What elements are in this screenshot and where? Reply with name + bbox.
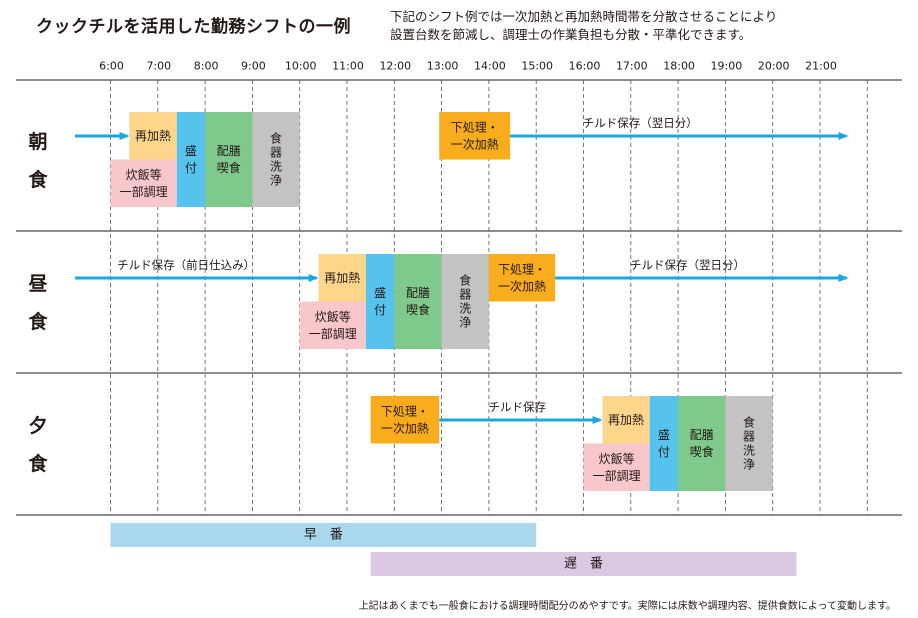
plate-task-label: 付 (374, 303, 386, 317)
reheat-task-box (129, 112, 177, 160)
serve-task-label: 配膳 (690, 427, 714, 442)
subtitle-line-1: 下記のシフト例では一次加熱と再加熱時間帯を分散させることにより (390, 9, 778, 24)
reheat-task-label: 再加熱 (608, 413, 644, 427)
late-shift-label: 遅 番 (564, 557, 603, 572)
meal-label-char: 朝 (28, 131, 47, 153)
rows-layer: 朝食チルド保存（翌日分）再加熱炊飯等一部調理盛付配膳喫食食器洗浄下処理・一次加熱… (28, 112, 849, 491)
shifts-layer: 早 番遅 番 (110, 523, 797, 576)
time-tick-label: 7:00 (146, 60, 171, 73)
meal-label-char: 夕 (28, 414, 47, 437)
rice-task-label: 炊飯等 (599, 451, 635, 466)
time-tick-label: 6:00 (99, 60, 124, 73)
rice-task-label: 一部調理 (120, 184, 168, 199)
rice-task-box (110, 159, 177, 207)
time-tick-label: 16:00 (569, 60, 601, 73)
wash-task-label: 食 (743, 415, 755, 430)
footer-note: 上記はあくまでも一般食における調理時間配分のめやすです。実際には床数や調理内容、… (358, 601, 896, 612)
time-tick-label: 13:00 (427, 60, 459, 73)
wash-task-box (441, 254, 489, 349)
meal-label-char: 食 (28, 452, 48, 475)
wash-task-label: 浄 (743, 458, 755, 472)
wash-task-label: 器 (743, 430, 755, 444)
subtitle: 下記のシフト例では一次加熱と再加熱時間帯を分散させることにより 設置台数を節減し… (390, 8, 777, 44)
chilled-storage-label: チルド保存 (489, 400, 547, 414)
wash-task-label: 器 (270, 146, 282, 160)
chilled-storage-label: チルド保存（前日仕込み） (117, 258, 255, 272)
wash-task-label: 器 (459, 288, 471, 302)
rice-task-label: 一部調理 (593, 468, 641, 483)
time-tick-label: 8:00 (194, 60, 219, 73)
wash-task-box (725, 396, 773, 491)
time-tick-label: 18:00 (663, 60, 695, 73)
wash-task-label: 洗 (459, 302, 471, 316)
wash-task-box (252, 112, 300, 207)
serve-task-label: 配膳 (406, 285, 430, 300)
meal-label-char: 食 (28, 310, 48, 333)
wash-task-label: 洗 (270, 160, 282, 174)
prep-task-label: 一次加熱 (451, 137, 499, 151)
wash-task-label: 洗 (743, 444, 755, 458)
chilled-storage-label: チルド保存（翌日分） (630, 258, 745, 272)
serve-task-label: 喫食 (690, 444, 714, 459)
wash-task-label: 浄 (270, 174, 282, 188)
prep-task-label: 下処理・ (498, 262, 546, 276)
serve-task-label: 喫食 (217, 160, 241, 175)
plate-task-box (365, 254, 395, 349)
time-tick-label: 19:00 (711, 60, 743, 73)
serve-task-label: 喫食 (406, 302, 430, 317)
rice-task-label: 炊飯等 (126, 167, 162, 182)
plate-task-label: 付 (658, 445, 670, 459)
wash-task-label: 浄 (459, 316, 471, 330)
plate-task-label: 盛 (185, 143, 197, 158)
wash-task-label: 食 (459, 273, 471, 288)
reheat-task-label: 再加熱 (324, 271, 360, 285)
serve-task-label: 配膳 (217, 143, 241, 158)
time-tick-label: 17:00 (616, 60, 648, 73)
plate-task-label: 付 (185, 161, 197, 175)
rice-task-label: 一部調理 (309, 326, 357, 341)
time-tick-label: 15:00 (521, 60, 553, 73)
time-tick-label: 12:00 (379, 60, 411, 73)
time-tick-label: 10:00 (285, 60, 317, 73)
rice-task-label: 炊飯等 (315, 309, 351, 324)
plate-task-box (176, 112, 206, 207)
prep-task-box (488, 254, 556, 302)
reheat-task-label: 再加熱 (135, 129, 171, 143)
meal-label-char: 食 (28, 168, 48, 191)
plate-task-box (649, 396, 679, 491)
subtitle-line-2: 設置台数を節減し、調理士の作業負担も分散・平準化できます。 (390, 27, 752, 42)
page-title: クックチルを活用した勤務シフトの一例 (36, 17, 351, 37)
late-shift-bar (370, 552, 797, 576)
prep-task-box (370, 396, 440, 444)
time-tick-label: 21:00 (805, 60, 837, 73)
chilled-storage-label: チルド保存（翌日分） (583, 116, 698, 130)
prep-task-label: 下処理・ (381, 404, 429, 418)
serve-task-box (205, 112, 253, 207)
wash-task-label: 食 (270, 131, 282, 146)
early-shift-bar (110, 523, 537, 547)
reheat-task-box (318, 254, 366, 302)
prep-task-label: 下処理・ (451, 120, 499, 134)
time-tick-label: 20:00 (758, 60, 790, 73)
meal-label-char: 昼 (28, 273, 47, 295)
plate-task-label: 盛 (374, 285, 386, 300)
plate-task-label: 盛 (658, 427, 670, 442)
prep-task-label: 一次加熱 (498, 279, 546, 293)
time-tick-label: 9:00 (241, 60, 266, 73)
rice-task-box (583, 443, 650, 491)
serve-task-box (678, 396, 726, 491)
prep-task-box (439, 112, 511, 160)
time-tick-label: 11:00 (332, 60, 364, 73)
serve-task-box (394, 254, 442, 349)
rice-task-box (299, 301, 366, 349)
time-tick-label: 14:00 (474, 60, 506, 73)
early-shift-label: 早 番 (304, 528, 343, 543)
prep-task-label: 一次加熱 (381, 421, 429, 435)
reheat-task-box (602, 396, 650, 444)
